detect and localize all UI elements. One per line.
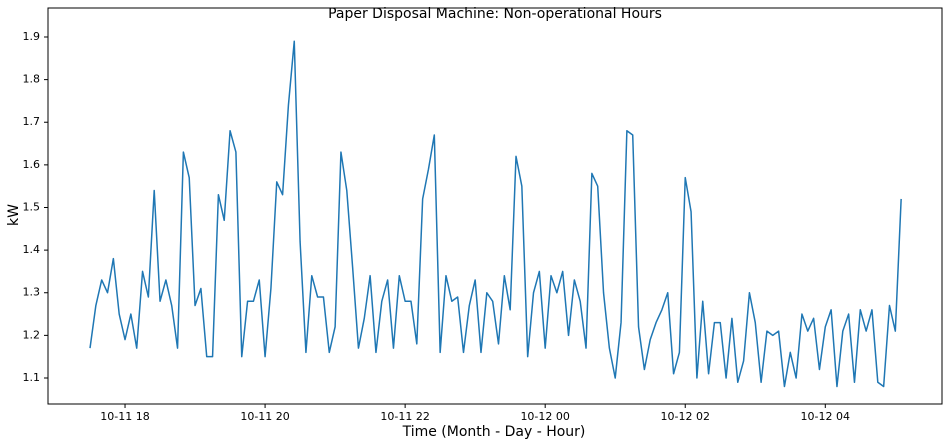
- y-tick-label: 1.3: [23, 286, 41, 299]
- line-series: [89, 40, 902, 388]
- y-tick-label: 1.4: [23, 243, 41, 256]
- y-tick-label: 1.6: [23, 158, 41, 171]
- x-tick-label: 10-12 00: [520, 410, 569, 423]
- x-tick-label: 10-11 20: [240, 410, 289, 423]
- x-tick-label: 10-11 22: [380, 410, 429, 423]
- y-tick-label: 1.5: [23, 200, 41, 213]
- y-tick-label: 1.7: [23, 115, 41, 128]
- y-tick-label: 1.1: [23, 371, 41, 384]
- x-tick-label: 10-12 02: [661, 410, 710, 423]
- y-tick-label: 1.9: [23, 30, 41, 43]
- y-tick-label: 1.8: [23, 73, 41, 86]
- x-tick-label: 10-11 18: [100, 410, 149, 423]
- y-tick-label: 1.2: [23, 328, 41, 341]
- plot-frame: [47, 7, 943, 405]
- chart-title: Paper Disposal Machine: Non-operational …: [328, 6, 662, 22]
- y-axis-label: kW: [6, 204, 22, 226]
- x-axis-label: Time (Month - Day - Hour): [402, 424, 586, 440]
- x-tick-label: 10-12 04: [801, 410, 850, 423]
